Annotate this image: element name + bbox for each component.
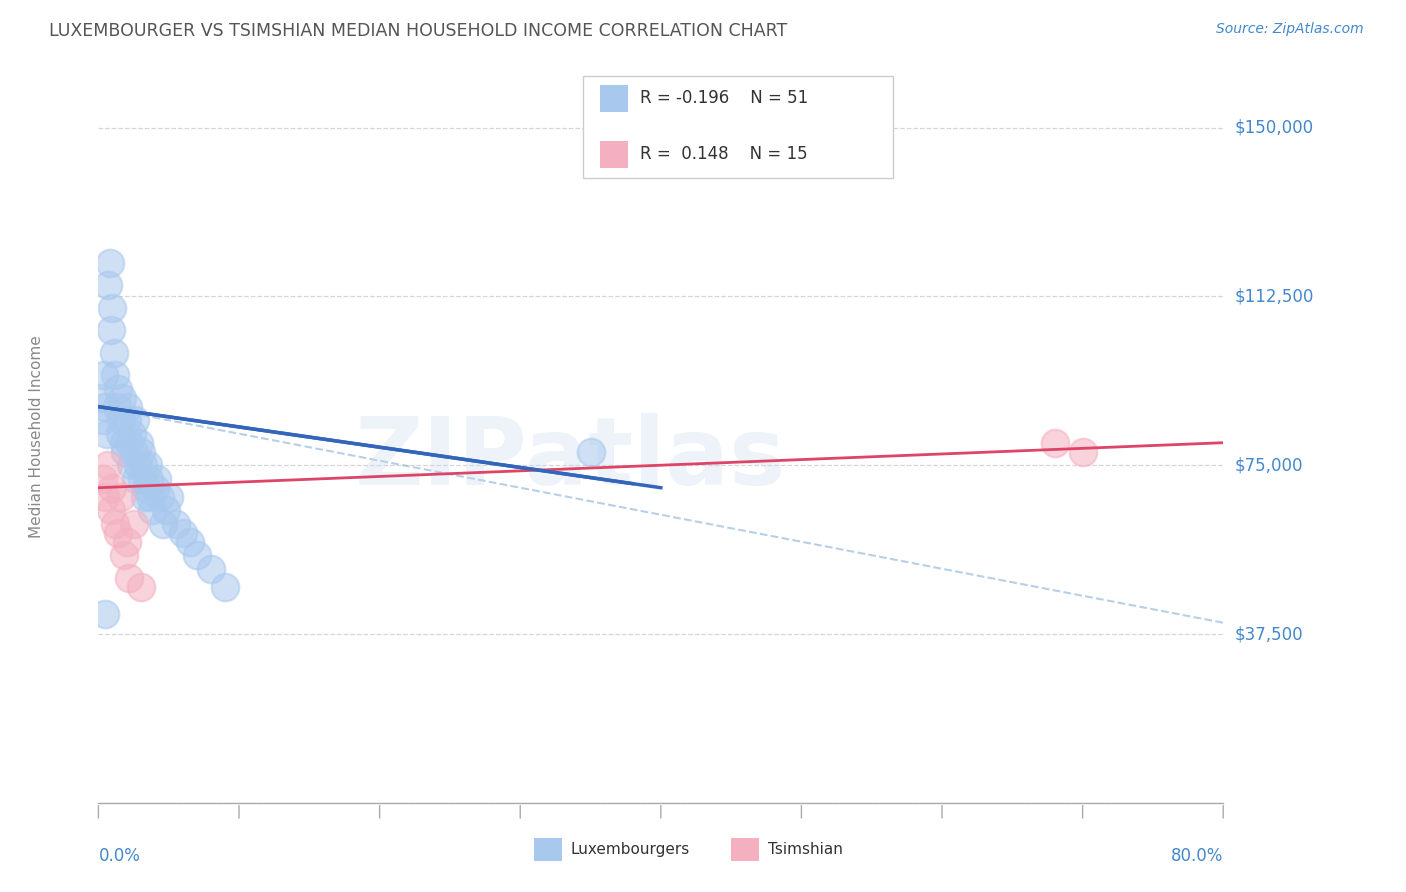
Point bbox=[100, 503, 122, 517]
Point bbox=[100, 323, 122, 337]
Text: LUXEMBOURGER VS TSIMSHIAN MEDIAN HOUSEHOLD INCOME CORRELATION CHART: LUXEMBOURGER VS TSIMSHIAN MEDIAN HOUSEHO… bbox=[49, 22, 787, 40]
Point bbox=[165, 516, 187, 531]
Point bbox=[94, 490, 117, 504]
Text: Tsimshian: Tsimshian bbox=[768, 842, 842, 857]
Text: $150,000: $150,000 bbox=[1234, 119, 1313, 136]
Point bbox=[128, 435, 150, 450]
Text: 80.0%: 80.0% bbox=[1171, 847, 1223, 864]
Point bbox=[105, 400, 128, 414]
Point bbox=[114, 444, 136, 458]
Point bbox=[110, 490, 132, 504]
Text: Median Household Income: Median Household Income bbox=[30, 335, 44, 539]
Point bbox=[134, 490, 156, 504]
Point bbox=[125, 472, 148, 486]
Text: Luxembourgers: Luxembourgers bbox=[571, 842, 690, 857]
Point bbox=[1043, 435, 1066, 450]
Point bbox=[200, 562, 222, 576]
Point bbox=[152, 516, 174, 531]
Point bbox=[90, 391, 112, 405]
Point bbox=[107, 382, 129, 396]
Text: R = -0.196    N = 51: R = -0.196 N = 51 bbox=[640, 89, 808, 107]
Point bbox=[93, 368, 115, 383]
Point bbox=[131, 472, 153, 486]
Point bbox=[97, 278, 120, 293]
Point bbox=[135, 481, 157, 495]
Text: $75,000: $75,000 bbox=[1234, 456, 1303, 475]
Text: ZIPatlas: ZIPatlas bbox=[356, 413, 786, 505]
Point bbox=[124, 413, 146, 427]
Point bbox=[91, 472, 114, 486]
Point bbox=[110, 413, 132, 427]
Point bbox=[112, 435, 135, 450]
Point bbox=[146, 472, 169, 486]
Point bbox=[157, 490, 180, 504]
Point bbox=[179, 534, 201, 549]
Point bbox=[143, 481, 166, 495]
Text: R =  0.148    N = 15: R = 0.148 N = 15 bbox=[640, 145, 807, 163]
Point bbox=[118, 435, 141, 450]
Point bbox=[579, 444, 602, 458]
Point bbox=[138, 472, 160, 486]
Point bbox=[94, 607, 117, 621]
Point bbox=[111, 391, 134, 405]
Point bbox=[129, 580, 152, 594]
Text: $112,500: $112,500 bbox=[1234, 287, 1313, 305]
Point bbox=[98, 255, 121, 269]
Point bbox=[122, 444, 145, 458]
Point bbox=[172, 525, 194, 540]
Point bbox=[214, 580, 236, 594]
Point bbox=[118, 571, 141, 585]
Text: 0.0%: 0.0% bbox=[98, 847, 141, 864]
Point bbox=[149, 490, 172, 504]
Text: Source: ZipAtlas.com: Source: ZipAtlas.com bbox=[1216, 22, 1364, 37]
Point bbox=[112, 548, 135, 562]
Point bbox=[117, 400, 139, 414]
Point bbox=[121, 426, 143, 441]
Point bbox=[139, 490, 162, 504]
Point bbox=[96, 426, 118, 441]
Point bbox=[115, 413, 138, 427]
Text: $37,500: $37,500 bbox=[1234, 625, 1303, 643]
Point bbox=[103, 345, 125, 359]
Point bbox=[136, 458, 159, 473]
Point bbox=[91, 413, 114, 427]
Point bbox=[122, 516, 145, 531]
Point bbox=[132, 458, 155, 473]
Point bbox=[101, 301, 124, 315]
Point bbox=[1071, 444, 1094, 458]
Point bbox=[107, 525, 129, 540]
Point bbox=[129, 444, 152, 458]
Point bbox=[141, 503, 163, 517]
Point bbox=[94, 400, 117, 414]
Point bbox=[108, 426, 131, 441]
Point bbox=[104, 516, 127, 531]
Point bbox=[186, 548, 208, 562]
Point bbox=[127, 458, 149, 473]
Point bbox=[155, 503, 177, 517]
Point bbox=[115, 534, 138, 549]
Point bbox=[104, 368, 127, 383]
Point bbox=[101, 481, 124, 495]
Point bbox=[97, 458, 120, 473]
Point bbox=[120, 458, 142, 473]
